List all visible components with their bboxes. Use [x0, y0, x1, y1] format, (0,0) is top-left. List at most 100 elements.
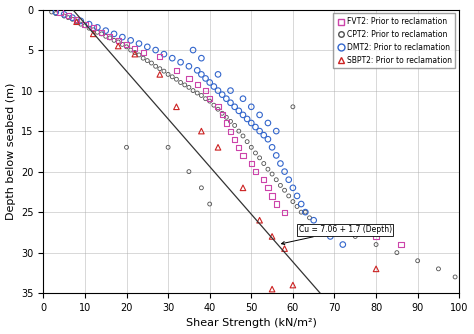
Point	[185, 63, 193, 69]
Point	[247, 161, 255, 166]
Point	[106, 35, 114, 41]
X-axis label: Shear Strength (kN/m²): Shear Strength (kN/m²)	[186, 318, 317, 328]
Point	[247, 104, 255, 110]
Point	[114, 38, 122, 43]
Point	[239, 133, 247, 139]
Point	[273, 129, 280, 134]
Point	[306, 215, 313, 220]
Point	[160, 51, 168, 57]
Point	[127, 47, 135, 53]
Point	[156, 66, 164, 71]
Point	[252, 169, 259, 174]
Point	[69, 15, 76, 20]
Point	[235, 129, 243, 134]
Point	[327, 234, 334, 239]
Point	[277, 161, 284, 166]
Point	[127, 38, 135, 43]
Point	[227, 88, 234, 93]
Point	[318, 226, 326, 231]
Point	[268, 193, 276, 199]
Point	[231, 137, 238, 142]
Point	[90, 31, 97, 36]
Point	[435, 266, 442, 272]
Point	[372, 266, 380, 272]
Point	[235, 145, 243, 150]
Point	[193, 81, 201, 87]
Point	[414, 258, 421, 264]
Point	[206, 96, 213, 101]
Point	[135, 41, 143, 46]
Point	[264, 137, 272, 142]
Point	[164, 72, 172, 77]
Point	[223, 120, 230, 126]
Point	[310, 217, 318, 223]
Point	[164, 145, 172, 150]
Point	[264, 167, 272, 172]
Point	[214, 104, 222, 110]
Point	[139, 55, 147, 61]
Point	[135, 52, 143, 57]
Point	[198, 93, 205, 98]
Point	[148, 60, 155, 66]
Point	[252, 150, 259, 156]
Point	[264, 185, 272, 190]
Point	[260, 133, 267, 138]
Point	[144, 44, 151, 49]
Point	[123, 42, 130, 47]
Point	[144, 58, 151, 63]
Point	[210, 84, 218, 89]
Point	[227, 100, 234, 106]
Point	[397, 242, 405, 247]
Point	[118, 42, 126, 47]
Point	[352, 234, 359, 239]
Point	[339, 242, 346, 247]
Point	[69, 17, 76, 22]
Point	[93, 25, 101, 30]
Point	[123, 44, 130, 49]
Point	[156, 72, 164, 77]
Point	[185, 85, 193, 90]
Point	[98, 30, 105, 35]
Point	[239, 112, 247, 118]
Point	[239, 185, 247, 190]
Point	[235, 108, 243, 114]
Point	[214, 88, 222, 93]
Point	[168, 55, 176, 61]
Point	[219, 112, 226, 118]
Point	[206, 99, 213, 104]
Point	[85, 21, 93, 27]
Point	[219, 92, 226, 97]
Point	[114, 39, 122, 45]
Point	[347, 226, 355, 231]
Point	[168, 74, 176, 79]
Point	[289, 185, 297, 190]
Point	[273, 153, 280, 158]
Point	[77, 18, 84, 24]
Point	[289, 104, 297, 110]
Point	[247, 120, 255, 126]
Point	[93, 30, 101, 35]
Point	[210, 103, 218, 108]
Point	[73, 17, 81, 22]
Point	[177, 59, 184, 65]
Point	[102, 28, 109, 33]
Point	[256, 112, 264, 118]
Point	[202, 96, 210, 101]
Point	[268, 171, 276, 177]
Point	[90, 25, 97, 30]
Point	[273, 177, 280, 182]
Point	[77, 21, 84, 27]
Point	[189, 47, 197, 53]
Point	[189, 88, 197, 93]
Point	[181, 82, 189, 88]
Point	[81, 23, 89, 28]
Point	[277, 183, 284, 188]
Point	[231, 123, 238, 128]
Point	[256, 129, 264, 134]
Point	[268, 145, 276, 150]
Point	[281, 188, 288, 193]
Point	[393, 250, 401, 255]
Point	[131, 46, 138, 51]
Point	[52, 11, 60, 16]
Point	[273, 201, 280, 207]
